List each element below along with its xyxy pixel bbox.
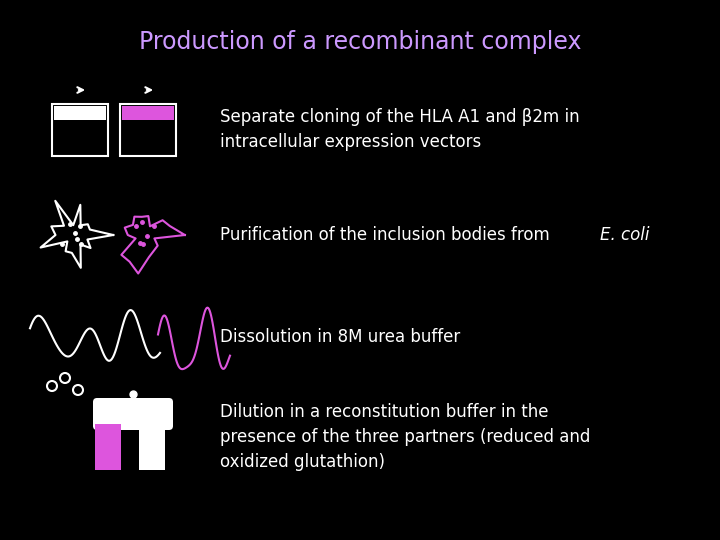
Text: Dissolution in 8M urea buffer: Dissolution in 8M urea buffer	[220, 328, 460, 347]
Text: Purification of the inclusion bodies from: Purification of the inclusion bodies fro…	[220, 226, 554, 244]
Bar	[139, 424, 165, 470]
Bar	[95, 424, 121, 470]
Bar	[54, 106, 106, 120]
Text: E. coli: E. coli	[600, 226, 649, 244]
Text: Production of a recombinant complex: Production of a recombinant complex	[139, 30, 581, 54]
Text: Dilution in a reconstitution buffer in the
presence of the three partners (reduc: Dilution in a reconstitution buffer in t…	[220, 403, 590, 471]
Bar	[52, 104, 108, 156]
Bar	[122, 106, 174, 120]
FancyBboxPatch shape	[93, 398, 173, 430]
Bar	[120, 104, 176, 156]
Text: Separate cloning of the HLA A1 and β2m in
intracellular expression vectors: Separate cloning of the HLA A1 and β2m i…	[220, 108, 579, 151]
